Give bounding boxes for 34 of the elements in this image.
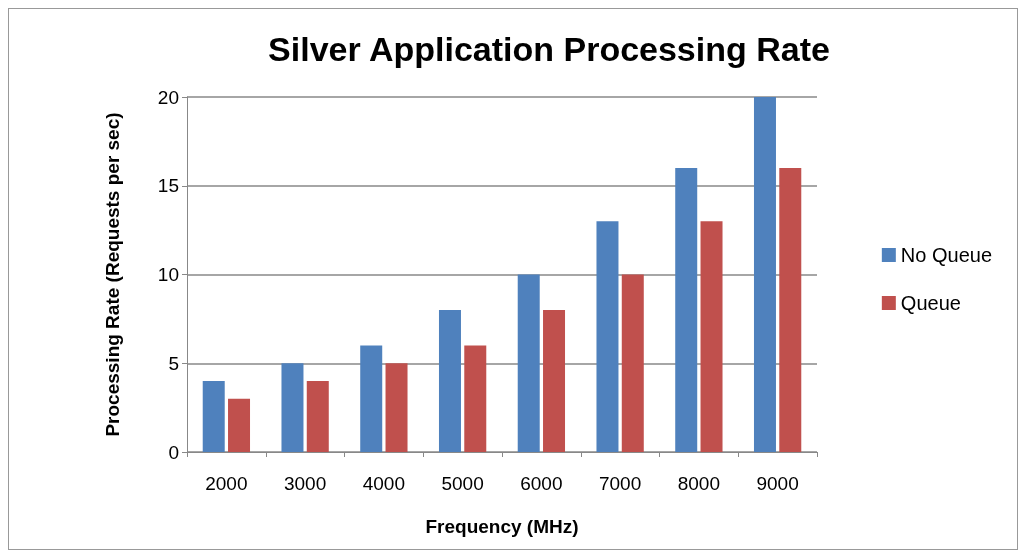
legend-label: No Queue <box>900 244 992 266</box>
bar <box>438 310 461 452</box>
y-tick-label: 20 <box>157 86 179 108</box>
bar <box>596 221 619 452</box>
bar <box>700 221 723 452</box>
bar <box>753 97 776 452</box>
bar <box>517 274 540 452</box>
y-tick-label: 5 <box>168 352 179 374</box>
x-axis-title: Frequency (MHz) <box>425 516 579 537</box>
bar <box>281 363 304 452</box>
legend-label: Queue <box>900 292 961 314</box>
y-axis-title: Processing Rate (Requests per sec) <box>102 112 123 437</box>
x-tick-label: 3000 <box>283 473 327 494</box>
bar <box>543 310 566 452</box>
bar <box>360 345 383 452</box>
y-tick-label: 15 <box>157 175 179 197</box>
bar <box>621 274 644 452</box>
x-tick-label: 7000 <box>598 473 642 494</box>
bar <box>675 168 698 452</box>
x-tick-label: 2000 <box>205 473 248 494</box>
bar <box>385 363 408 452</box>
x-tick-label: 6000 <box>520 473 563 494</box>
y-tick-label: 10 <box>157 264 179 285</box>
bar <box>464 345 487 452</box>
x-tick-label: 4000 <box>362 473 406 494</box>
y-tick-label: 0 <box>168 441 179 463</box>
x-tick-label: 8000 <box>677 473 721 494</box>
bar <box>306 381 329 452</box>
x-tick-label: 9000 <box>756 473 799 494</box>
bar <box>202 381 225 452</box>
bar <box>228 398 251 452</box>
chart-title: Silver Application Processing Rate <box>268 30 830 68</box>
x-tick-label: 5000 <box>441 473 484 494</box>
bar <box>779 168 802 452</box>
